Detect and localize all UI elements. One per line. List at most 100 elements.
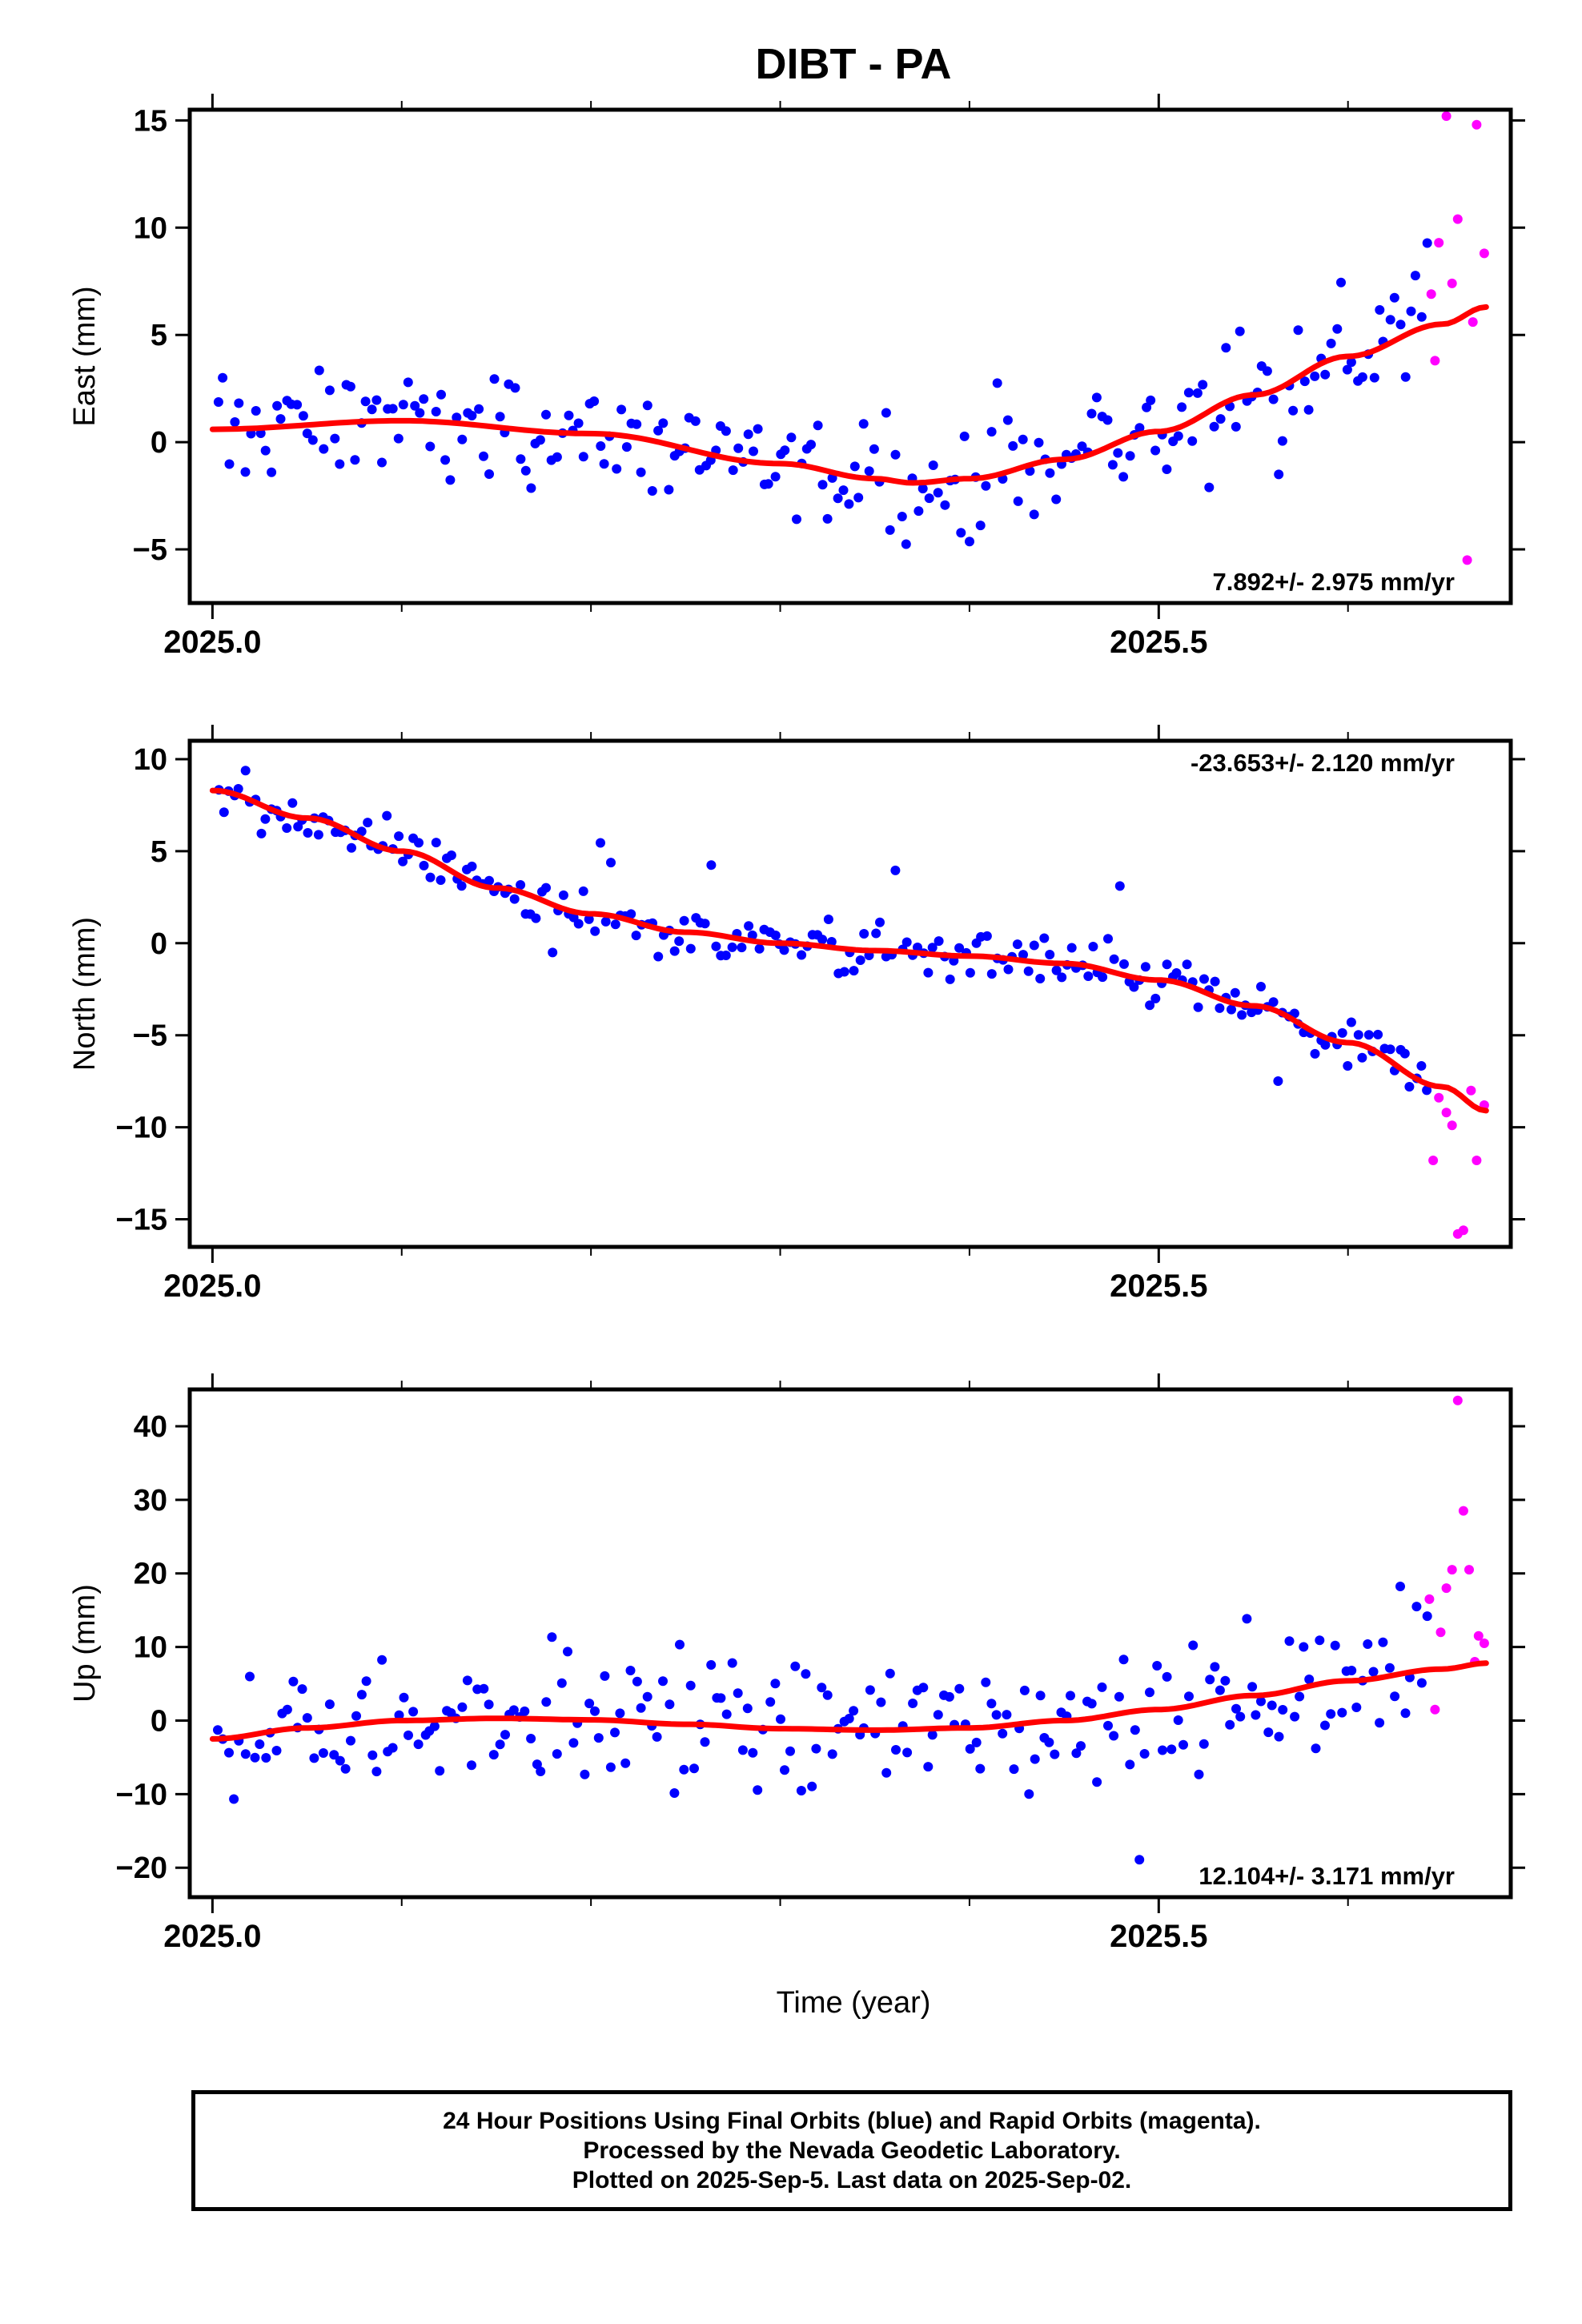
final-point <box>240 766 251 776</box>
final-point <box>721 1709 732 1719</box>
y-tick-label: −5 <box>133 533 167 567</box>
final-point <box>927 1730 938 1740</box>
final-point <box>1002 415 1013 425</box>
final-point <box>419 394 429 404</box>
chart-title: DIBT - PA <box>756 40 952 88</box>
final-point <box>267 467 277 477</box>
final-point <box>992 378 1002 388</box>
final-point <box>1173 1715 1183 1725</box>
final-point <box>1194 1769 1204 1779</box>
up-panel: 40 30 20 10 0 −10 −20 Up (mm) 2025.0 2025.5 12.104… <box>68 1373 1525 1954</box>
final-point <box>844 1714 854 1723</box>
final-point <box>770 472 781 482</box>
final-point <box>1416 1061 1427 1071</box>
final-point <box>335 459 345 469</box>
final-point <box>753 424 763 434</box>
final-point <box>927 943 938 953</box>
final-point <box>1193 1002 1203 1012</box>
final-point <box>1145 1000 1155 1011</box>
final-point <box>1357 372 1367 382</box>
final-point <box>779 945 789 955</box>
final-point <box>733 443 744 453</box>
final-point <box>901 539 911 549</box>
final-point <box>250 1752 260 1763</box>
final-point <box>436 389 446 400</box>
final-point <box>1277 436 1287 446</box>
final-point <box>303 828 313 838</box>
final-point <box>748 1747 758 1758</box>
final-point <box>706 1660 717 1670</box>
final-point <box>1242 1614 1252 1624</box>
final-point <box>500 1730 510 1740</box>
y-tick-label: −10 <box>116 1112 167 1145</box>
final-point <box>1002 1710 1012 1720</box>
y-tick-label: 0 <box>151 426 167 460</box>
final-point <box>1215 1685 1225 1695</box>
final-point <box>436 875 446 885</box>
final-point <box>1363 1639 1373 1649</box>
rapid-point <box>1468 317 1478 328</box>
y-tick-label: −20 <box>116 1852 167 1885</box>
final-point <box>1400 372 1411 382</box>
final-point <box>1373 1029 1383 1039</box>
caption-box: 24 Hour Positions Using Final Orbits (bl… <box>191 2090 1512 2211</box>
final-point <box>403 377 413 388</box>
final-point <box>347 842 356 853</box>
final-point <box>1008 440 1018 451</box>
final-point <box>1304 1675 1315 1684</box>
final-point <box>1337 1027 1347 1038</box>
y-tick-label: 20 <box>134 1558 167 1591</box>
x-tick-label: 2025.0 <box>163 1269 261 1304</box>
final-point <box>1051 965 1062 975</box>
final-point <box>1399 1048 1410 1059</box>
final-point <box>552 1749 562 1759</box>
rapid-point <box>1472 119 1482 130</box>
final-point <box>928 460 938 470</box>
final-point <box>1221 343 1231 353</box>
final-point <box>1030 1754 1040 1764</box>
y-axis-label: East (mm) <box>68 286 102 426</box>
final-point <box>1162 464 1172 474</box>
final-point <box>1183 388 1194 398</box>
final-point <box>933 1710 943 1720</box>
final-point <box>593 1733 604 1743</box>
final-point <box>324 1699 335 1710</box>
final-point <box>1342 364 1352 375</box>
final-point <box>1118 472 1129 482</box>
final-point <box>351 1711 361 1721</box>
final-point <box>457 434 468 444</box>
final-point <box>1343 1061 1353 1071</box>
final-point <box>558 890 568 900</box>
plot-frame <box>187 107 1513 605</box>
fit-curve <box>209 304 1489 486</box>
y-axis-label: North (mm) <box>68 917 102 1071</box>
final-point <box>1251 1710 1261 1720</box>
final-point <box>531 913 541 923</box>
final-point <box>1346 1017 1356 1027</box>
final-point <box>324 385 335 396</box>
final-point <box>1268 394 1279 404</box>
final-point <box>797 950 807 960</box>
final-point <box>853 493 864 503</box>
final-point <box>1066 943 1077 953</box>
plot-frame <box>187 738 1513 1249</box>
final-point <box>1268 997 1279 1007</box>
final-point <box>398 856 408 866</box>
final-point <box>568 1738 579 1748</box>
final-point <box>605 1762 616 1772</box>
final-point <box>1009 1764 1019 1775</box>
final-point <box>1023 966 1034 976</box>
final-point <box>1278 1705 1288 1715</box>
final-point <box>864 466 874 476</box>
final-point <box>467 1760 476 1771</box>
final-point <box>1119 959 1129 969</box>
final-point <box>1210 976 1220 987</box>
final-point <box>727 1658 737 1668</box>
y-tick-label: 5 <box>151 319 167 352</box>
final-point <box>367 404 377 415</box>
final-point <box>612 464 622 474</box>
final-point <box>754 943 765 954</box>
final-point <box>1235 326 1245 336</box>
final-point <box>1385 1044 1395 1055</box>
final-point <box>1045 468 1055 478</box>
